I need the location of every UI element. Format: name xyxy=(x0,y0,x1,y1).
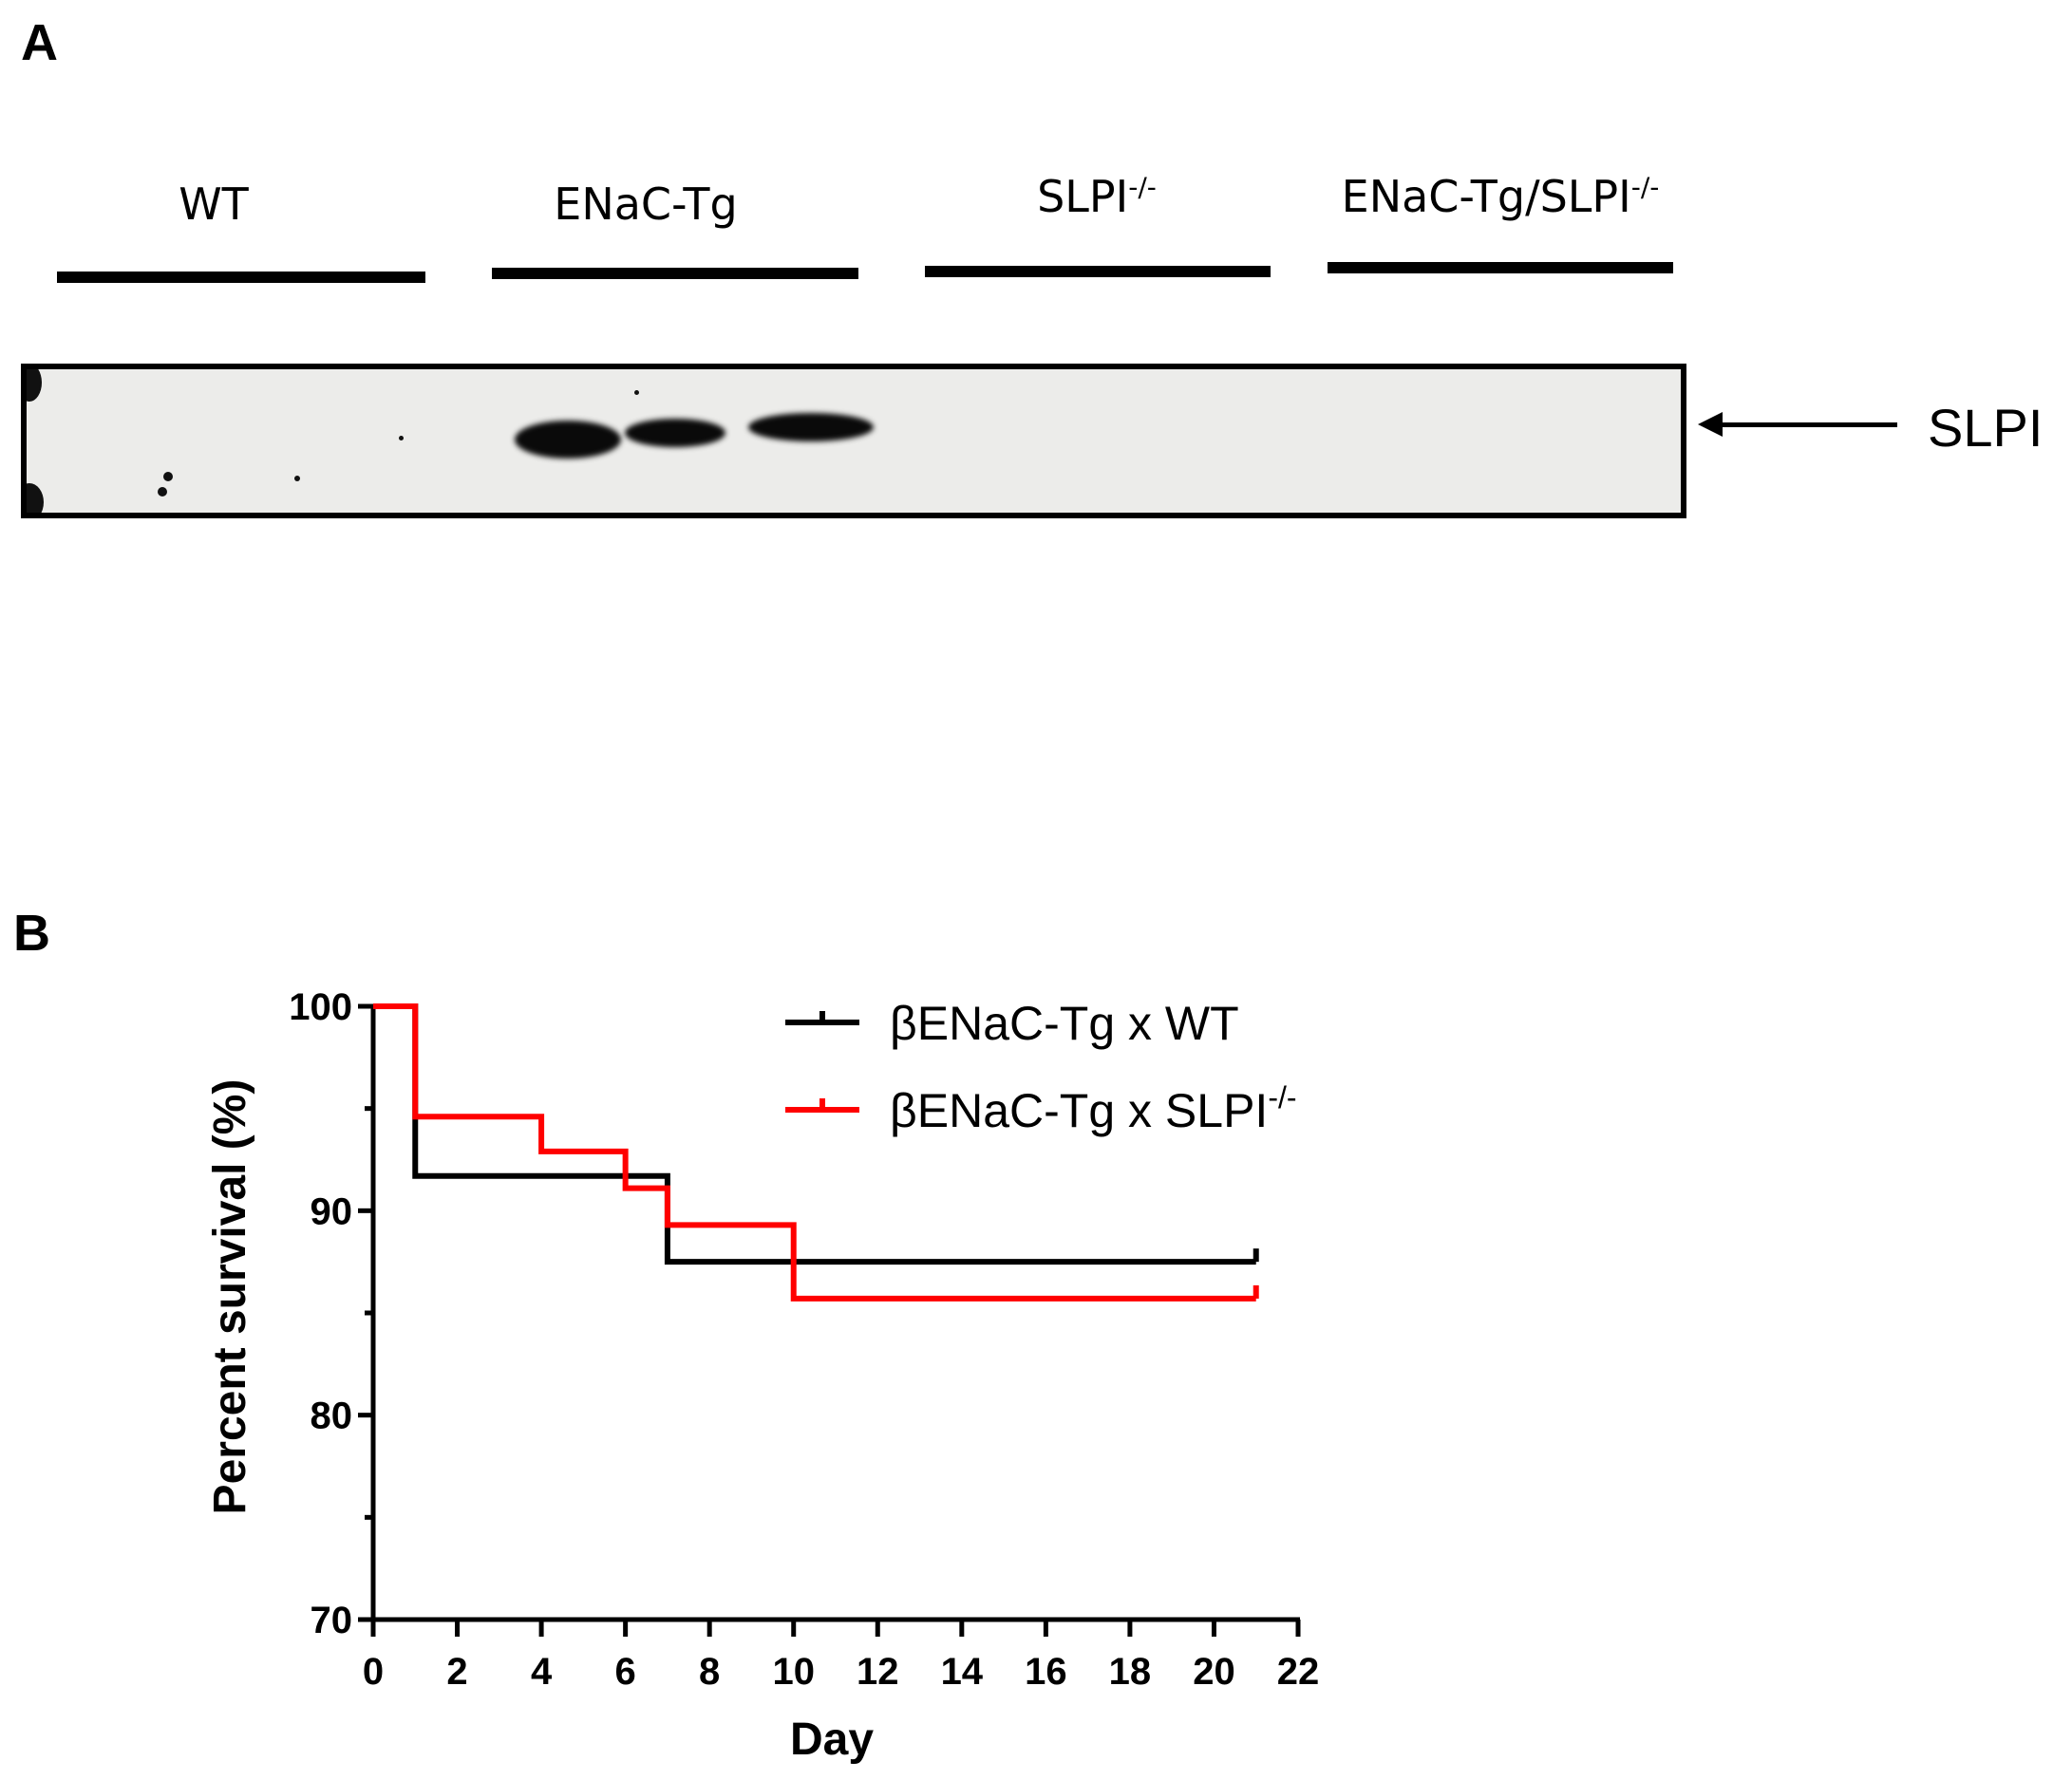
y-tick-label: 100 xyxy=(289,986,352,1028)
x-tick-label: 10 xyxy=(772,1651,815,1693)
x-tick-label: 0 xyxy=(363,1651,384,1693)
blot-band-1 xyxy=(515,421,621,459)
legend-label-1: βENaC-Tg x WT xyxy=(890,997,1239,1050)
y-axis-title: Percent survival (%) xyxy=(205,1079,255,1515)
panel-a-letter: A xyxy=(21,14,58,71)
x-tick-label: 16 xyxy=(1025,1651,1067,1693)
blot-band-3 xyxy=(748,413,874,441)
legend-label-2: βENaC-Tg x SLPI-/- xyxy=(890,1080,1297,1137)
group-label-slpi-ko: SLPI-/- xyxy=(1037,171,1157,222)
y-tick-label: 70 xyxy=(311,1600,353,1641)
group-label-enac-tg: ENaC-Tg xyxy=(554,178,738,230)
blot-speck xyxy=(27,369,42,402)
blot-speck xyxy=(634,390,639,395)
x-tick-label: 12 xyxy=(857,1651,899,1693)
panel-b-letter: B xyxy=(13,905,50,962)
arrow-line xyxy=(1717,422,1897,427)
blot-speck xyxy=(294,476,300,481)
blot-speck xyxy=(27,483,44,513)
group-bar-wt xyxy=(57,272,425,283)
x-tick-label: 6 xyxy=(615,1651,636,1693)
blot-band-2 xyxy=(625,419,725,447)
blot-speck xyxy=(399,436,404,440)
band-label: SLPI xyxy=(1928,398,2044,458)
group-bar-enac-tg-slpi-ko xyxy=(1328,262,1673,273)
group-label-wt: WT xyxy=(179,178,249,230)
blot-speck xyxy=(163,472,173,481)
x-tick-label: 2 xyxy=(446,1651,467,1693)
legend-label-superscript: -/- xyxy=(1268,1080,1296,1115)
x-axis-title: Day xyxy=(790,1714,874,1765)
blot-speck xyxy=(158,487,167,497)
x-tick-label: 8 xyxy=(699,1651,720,1693)
y-tick-label: 90 xyxy=(311,1190,353,1232)
group-bar-slpi-ko xyxy=(925,266,1271,277)
series-line-2 xyxy=(373,1003,1256,1302)
x-tick-label: 4 xyxy=(531,1651,553,1693)
x-tick-label: 18 xyxy=(1109,1651,1152,1693)
x-tick-label: 14 xyxy=(941,1651,984,1693)
x-tick-label: 20 xyxy=(1193,1651,1235,1693)
x-tick-label: 22 xyxy=(1277,1651,1320,1693)
y-tick-label: 80 xyxy=(311,1396,353,1437)
group-bar-enac-tg xyxy=(492,268,858,279)
group-label-enac-tg-slpi-ko: ENaC-Tg/SLPI-/- xyxy=(1341,171,1660,222)
western-blot-image xyxy=(21,364,1686,518)
